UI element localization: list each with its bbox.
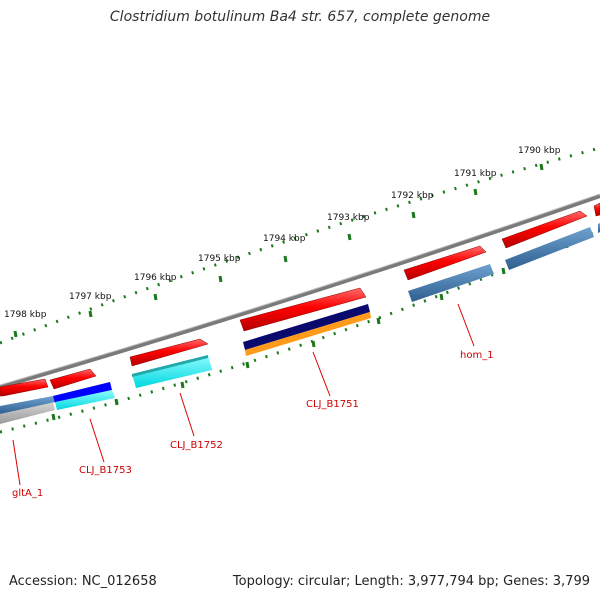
blue-feature [0, 396, 55, 414]
cds-arrow [403, 245, 487, 281]
scale-label: 1794 kbp [263, 234, 306, 244]
cds-arrow [239, 287, 367, 332]
forward-cds-track [0, 202, 600, 397]
leader-clj-b1753 [89, 418, 105, 463]
gene-label-hom-1[interactable]: hom_1 [460, 350, 494, 361]
scale-label: 1792 kbp [391, 191, 434, 201]
cds-arrow [501, 210, 588, 249]
blue-feature [408, 264, 494, 302]
navy-feature [243, 304, 370, 350]
label-leaders [12, 303, 475, 486]
teal-edge [132, 355, 208, 377]
royal-feature [53, 382, 112, 403]
scale-ring-inner [0, 228, 600, 434]
scale-label: 1798 kbp [4, 310, 47, 320]
cyan-feature [132, 355, 212, 388]
genome-backbone-highlight [0, 193, 600, 386]
gene-label-clj-b1753[interactable]: CLJ_B1753 [79, 465, 132, 476]
leader-clj-b1752 [179, 392, 195, 437]
scale-label: 1795 kbp [198, 254, 241, 264]
gray-feature [0, 402, 55, 424]
gene-label-clj-b1751[interactable]: CLJ_B1751 [306, 399, 359, 410]
cds-arrow [0, 378, 49, 397]
scale-label: 1791 kbp [454, 169, 497, 179]
gene-label-glta-1[interactable]: gltA_1 [12, 488, 43, 499]
leader-glta-1 [12, 439, 21, 486]
accession-text: Accession: NC_012658 [9, 574, 157, 589]
cyan-feature [55, 390, 115, 410]
scale-label: 1790 kbp [518, 146, 561, 156]
inner-major-ticks [51, 241, 569, 421]
cds-arrow [49, 368, 97, 390]
outer-major-ticks [13, 163, 544, 338]
cds-arrow [129, 338, 209, 367]
blue-feature [505, 227, 594, 270]
scale-label: 1793 kbp [327, 213, 370, 223]
cds-arrow [593, 202, 600, 217]
topology-summary: Topology: circular; Length: 3,977,794 bp… [232, 574, 590, 589]
scale-label: 1796 kbp [134, 273, 177, 283]
scale-label: 1797 kbp [69, 292, 112, 302]
feature-track-1 [0, 223, 600, 424]
map-title: Clostridium botulinum Ba4 str. 657, comp… [109, 9, 491, 25]
leader-hom-1 [457, 303, 475, 347]
genome-backbone [0, 194, 600, 389]
gene-label-clj-b1752[interactable]: CLJ_B1752 [170, 440, 223, 451]
orange-feature [245, 312, 371, 356]
leader-clj-b1751 [312, 351, 331, 397]
